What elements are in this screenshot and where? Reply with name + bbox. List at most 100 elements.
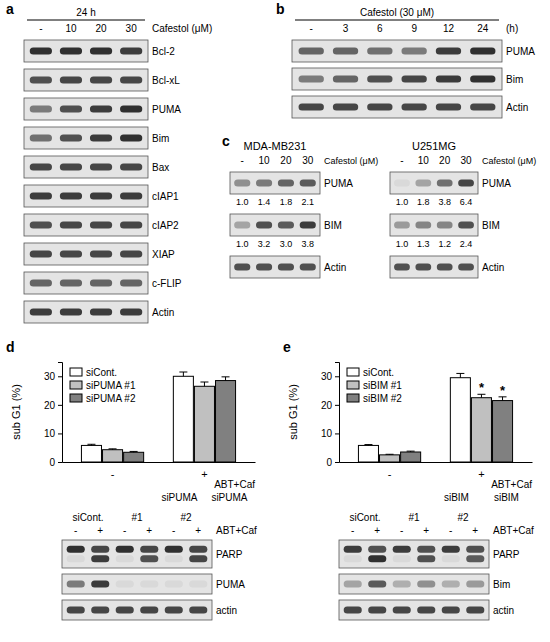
legend-label: siPUMA #1 bbox=[86, 380, 136, 391]
band bbox=[116, 581, 134, 588]
tick-label: 0 bbox=[49, 457, 55, 468]
legend-swatch bbox=[347, 368, 359, 376]
band bbox=[67, 607, 85, 614]
band bbox=[436, 48, 461, 55]
row-label: BIM bbox=[324, 220, 342, 231]
blot-box bbox=[230, 172, 320, 194]
lane-title: Cafestol (μM) bbox=[324, 156, 378, 166]
lane-label: 30 bbox=[460, 155, 472, 166]
y-tick: 0 bbox=[326, 457, 339, 468]
legend-label: siPUMA #2 bbox=[86, 393, 136, 404]
band bbox=[458, 264, 474, 271]
band bbox=[90, 48, 112, 55]
band bbox=[140, 607, 158, 614]
row-label: Actin bbox=[482, 262, 504, 273]
x-tick: + bbox=[478, 462, 484, 480]
panel-letter: b bbox=[276, 1, 285, 17]
band bbox=[90, 280, 112, 287]
band bbox=[67, 546, 85, 553]
band bbox=[60, 164, 82, 171]
band bbox=[116, 546, 134, 553]
band bbox=[60, 135, 82, 142]
x-axis-line bbox=[63, 462, 256, 463]
y-axis-title: sub G1 (%) bbox=[10, 384, 22, 440]
band bbox=[299, 104, 324, 111]
band bbox=[458, 222, 474, 229]
x-axis-title: ABT+Caf bbox=[214, 479, 255, 490]
row-label: Actin bbox=[324, 262, 346, 273]
lane-label: + bbox=[146, 525, 152, 536]
error-line bbox=[200, 382, 208, 383]
legend-label: siCont. bbox=[86, 367, 117, 378]
legend-swatch bbox=[347, 394, 359, 402]
lane-label: - bbox=[351, 525, 354, 536]
error-line bbox=[456, 373, 464, 374]
band bbox=[30, 193, 52, 200]
tick-mark bbox=[58, 405, 62, 406]
row-label: PUMA bbox=[152, 104, 181, 115]
band bbox=[30, 77, 52, 84]
figure: a24 h-102030Cafestol (μM)Bcl-2Bcl-xLPUMA… bbox=[0, 0, 550, 642]
band bbox=[367, 104, 392, 111]
band bbox=[466, 581, 484, 588]
y-tick: 20 bbox=[321, 400, 339, 411]
lane-label: 6 bbox=[377, 23, 383, 34]
band bbox=[344, 581, 362, 588]
error-line bbox=[386, 454, 394, 455]
x-axis: -+ bbox=[340, 462, 533, 480]
error-bar bbox=[109, 448, 117, 450]
lane-label: - bbox=[123, 525, 126, 536]
row-label: cIAP2 bbox=[152, 220, 179, 231]
cell-line-label: MDA-MB231 bbox=[244, 140, 307, 152]
band bbox=[120, 193, 142, 200]
tick-label: + bbox=[478, 468, 484, 480]
band bbox=[437, 180, 453, 187]
significance-mark: * bbox=[500, 383, 506, 398]
row-label: PUMA bbox=[506, 46, 535, 57]
plot-area bbox=[358, 373, 512, 462]
band bbox=[140, 546, 158, 553]
legend-label: siBIM #1 bbox=[363, 380, 402, 391]
error-bar bbox=[130, 451, 138, 453]
band bbox=[140, 581, 158, 588]
lane-label: - bbox=[449, 525, 452, 536]
band bbox=[67, 581, 85, 588]
tick-mark bbox=[335, 376, 339, 377]
band bbox=[60, 309, 82, 316]
legend-swatch bbox=[70, 368, 82, 376]
band bbox=[436, 76, 461, 83]
panel-letter: c bbox=[222, 133, 230, 149]
row-label: PUMA bbox=[216, 579, 245, 590]
y-axis-title: sub G1 (%) bbox=[287, 384, 299, 440]
lane-label: - bbox=[74, 525, 77, 536]
quantification: 1.8 bbox=[417, 197, 430, 207]
error-bar bbox=[222, 377, 230, 381]
lane-label: - bbox=[241, 155, 244, 166]
band bbox=[333, 76, 358, 83]
quantification: 1.8 bbox=[280, 197, 293, 207]
band bbox=[30, 222, 52, 229]
band bbox=[415, 222, 431, 229]
band bbox=[394, 222, 410, 229]
quantification: 1.0 bbox=[396, 197, 409, 207]
blot-box bbox=[390, 256, 478, 278]
band bbox=[300, 222, 316, 229]
row-label: XIAP bbox=[152, 249, 175, 260]
tick-label: 20 bbox=[321, 400, 333, 411]
x-tick: + bbox=[201, 462, 207, 480]
panel-letter: d bbox=[6, 339, 15, 355]
band bbox=[120, 222, 142, 229]
lane-label: - bbox=[400, 525, 403, 536]
error-line bbox=[364, 444, 372, 445]
band bbox=[90, 106, 112, 113]
band bbox=[30, 135, 52, 142]
band bbox=[189, 581, 207, 588]
band bbox=[278, 264, 294, 271]
band bbox=[90, 193, 112, 200]
band bbox=[417, 581, 435, 588]
quantification: 3.8 bbox=[302, 239, 315, 249]
tick-label: 0 bbox=[326, 457, 332, 468]
error-bar bbox=[87, 444, 95, 445]
band bbox=[30, 280, 52, 287]
band bbox=[393, 546, 411, 553]
